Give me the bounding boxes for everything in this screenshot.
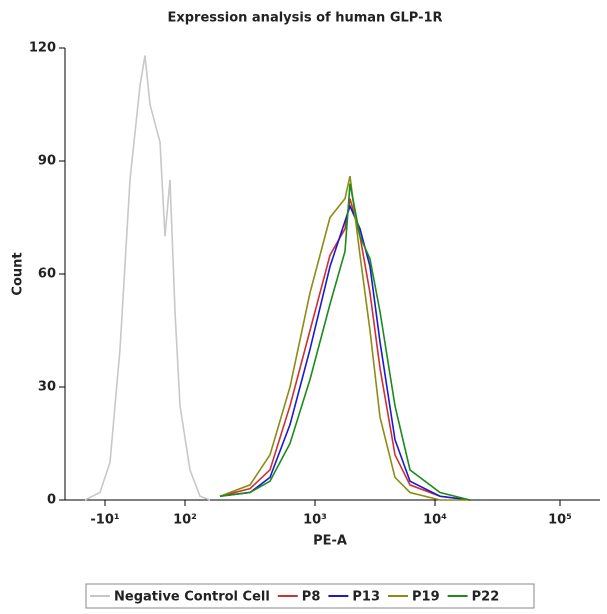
chart-title: Expression analysis of human GLP-1R [167, 11, 442, 26]
series-line [219, 203, 471, 501]
x-tick-label: 10⁵ [548, 513, 572, 528]
y-tick-label: 90 [38, 154, 56, 169]
series-line [219, 183, 471, 501]
legend-label: Negative Control Cell [114, 590, 270, 605]
series-line [84, 55, 211, 501]
x-axis-label: PE-A [313, 534, 347, 549]
series-line [219, 198, 471, 501]
y-axis-label: Count [11, 252, 26, 295]
y-tick-label: 60 [38, 267, 56, 282]
legend-label: P8 [302, 590, 321, 605]
y-tick-label: 0 [47, 493, 56, 508]
y-tick-label: 30 [38, 380, 56, 395]
legend-label: P22 [472, 590, 500, 605]
x-tick-label: 10² [173, 513, 197, 528]
series-line [219, 175, 470, 501]
x-tick-label: -10¹ [90, 513, 119, 528]
legend-label: P13 [352, 590, 380, 605]
y-tick-label: 120 [29, 41, 56, 56]
x-tick-label: 10⁴ [423, 513, 447, 528]
x-tick-label: 10³ [303, 513, 327, 528]
legend-label: P19 [412, 590, 440, 605]
